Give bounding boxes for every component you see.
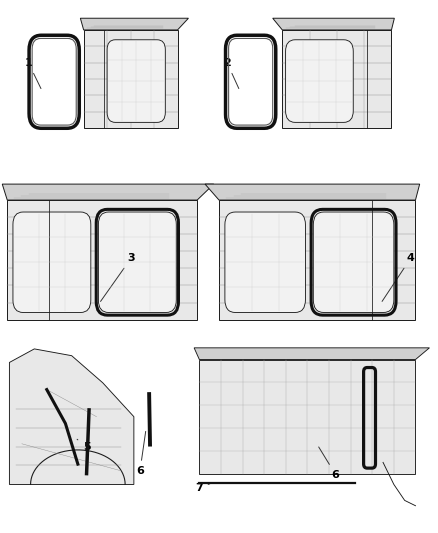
Polygon shape	[2, 184, 214, 200]
FancyBboxPatch shape	[313, 212, 394, 312]
FancyBboxPatch shape	[286, 40, 353, 123]
Text: 3: 3	[101, 253, 135, 302]
Polygon shape	[205, 184, 420, 200]
Text: 6: 6	[319, 447, 339, 480]
Text: 6: 6	[136, 431, 146, 476]
Bar	[84, 30, 177, 128]
Bar	[219, 200, 416, 320]
FancyBboxPatch shape	[225, 212, 305, 312]
Text: 2: 2	[223, 58, 239, 88]
Text: 7: 7	[195, 483, 210, 493]
Polygon shape	[10, 349, 134, 484]
Text: 5: 5	[77, 439, 90, 452]
FancyBboxPatch shape	[99, 212, 176, 312]
Text: 4: 4	[382, 253, 415, 301]
FancyBboxPatch shape	[107, 40, 165, 123]
Polygon shape	[81, 18, 188, 30]
FancyBboxPatch shape	[13, 212, 91, 312]
Bar	[7, 200, 197, 320]
Bar	[199, 360, 416, 474]
Polygon shape	[194, 348, 429, 360]
Polygon shape	[273, 18, 394, 30]
Bar	[283, 30, 392, 128]
Text: 1: 1	[25, 58, 41, 88]
